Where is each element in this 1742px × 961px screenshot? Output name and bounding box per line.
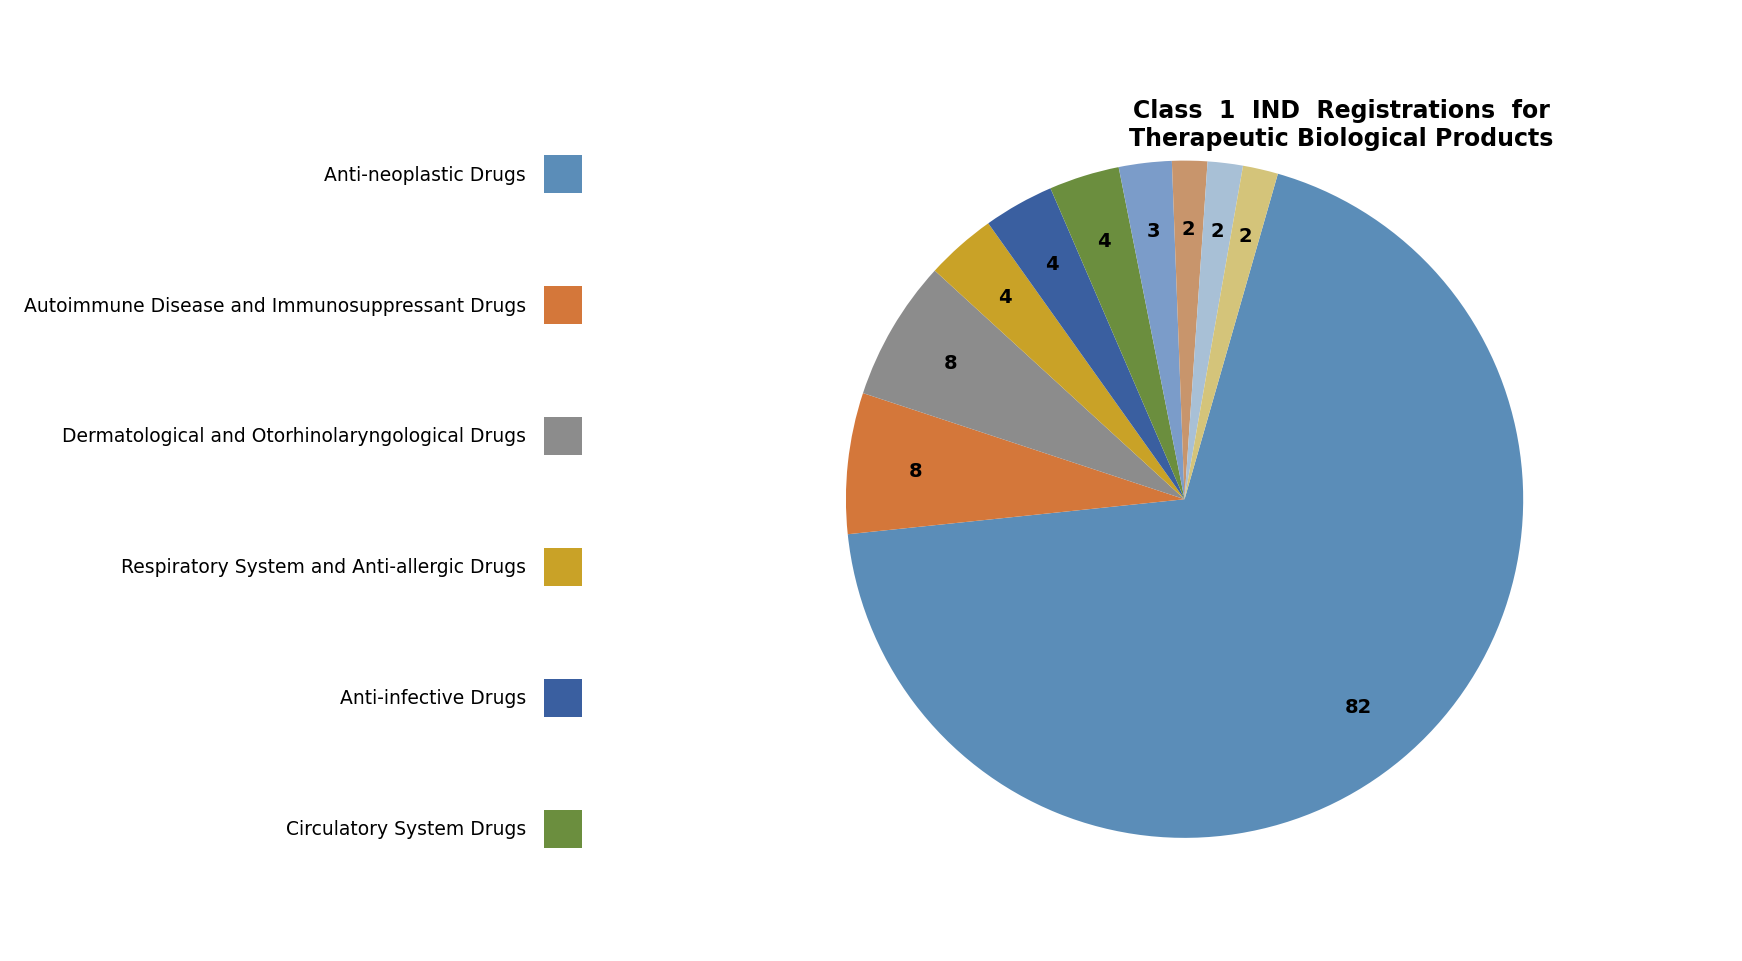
Text: 8: 8: [944, 354, 958, 373]
Bar: [544, 549, 582, 586]
Text: Anti-infective Drugs: Anti-infective Drugs: [340, 689, 526, 707]
Wedge shape: [1050, 168, 1185, 500]
Text: 4: 4: [998, 287, 1012, 307]
Bar: [544, 418, 582, 456]
Bar: [544, 810, 582, 848]
Text: 2: 2: [1181, 220, 1195, 238]
Text: 4: 4: [1045, 255, 1059, 273]
Text: 2: 2: [1211, 222, 1225, 240]
Wedge shape: [1118, 161, 1185, 500]
Text: 82: 82: [1345, 698, 1373, 717]
Wedge shape: [935, 224, 1185, 500]
Bar: [544, 286, 582, 325]
Text: 8: 8: [908, 461, 922, 480]
Text: Dermatological and Otorhinolaryngological Drugs: Dermatological and Otorhinolaryngologica…: [63, 427, 526, 446]
Bar: [544, 679, 582, 717]
Text: 3: 3: [1146, 221, 1160, 240]
Wedge shape: [847, 394, 1185, 534]
Text: Respiratory System and Anti-allergic Drugs: Respiratory System and Anti-allergic Dru…: [122, 557, 526, 577]
Text: Anti-neoplastic Drugs: Anti-neoplastic Drugs: [324, 165, 526, 185]
Wedge shape: [988, 189, 1185, 500]
Text: Class  1  IND  Registrations  for
Therapeutic Biological Products: Class 1 IND Registrations for Therapeuti…: [1129, 99, 1554, 151]
Wedge shape: [862, 271, 1185, 500]
Wedge shape: [1172, 161, 1207, 500]
Text: Circulatory System Drugs: Circulatory System Drugs: [286, 820, 526, 838]
Wedge shape: [1185, 162, 1244, 500]
Bar: [544, 156, 582, 194]
Text: Autoimmune Disease and Immunosuppressant Drugs: Autoimmune Disease and Immunosuppressant…: [24, 296, 526, 315]
Text: 2: 2: [1239, 227, 1252, 245]
Wedge shape: [848, 175, 1523, 838]
Text: 4: 4: [1097, 232, 1111, 251]
Wedge shape: [1185, 166, 1279, 500]
